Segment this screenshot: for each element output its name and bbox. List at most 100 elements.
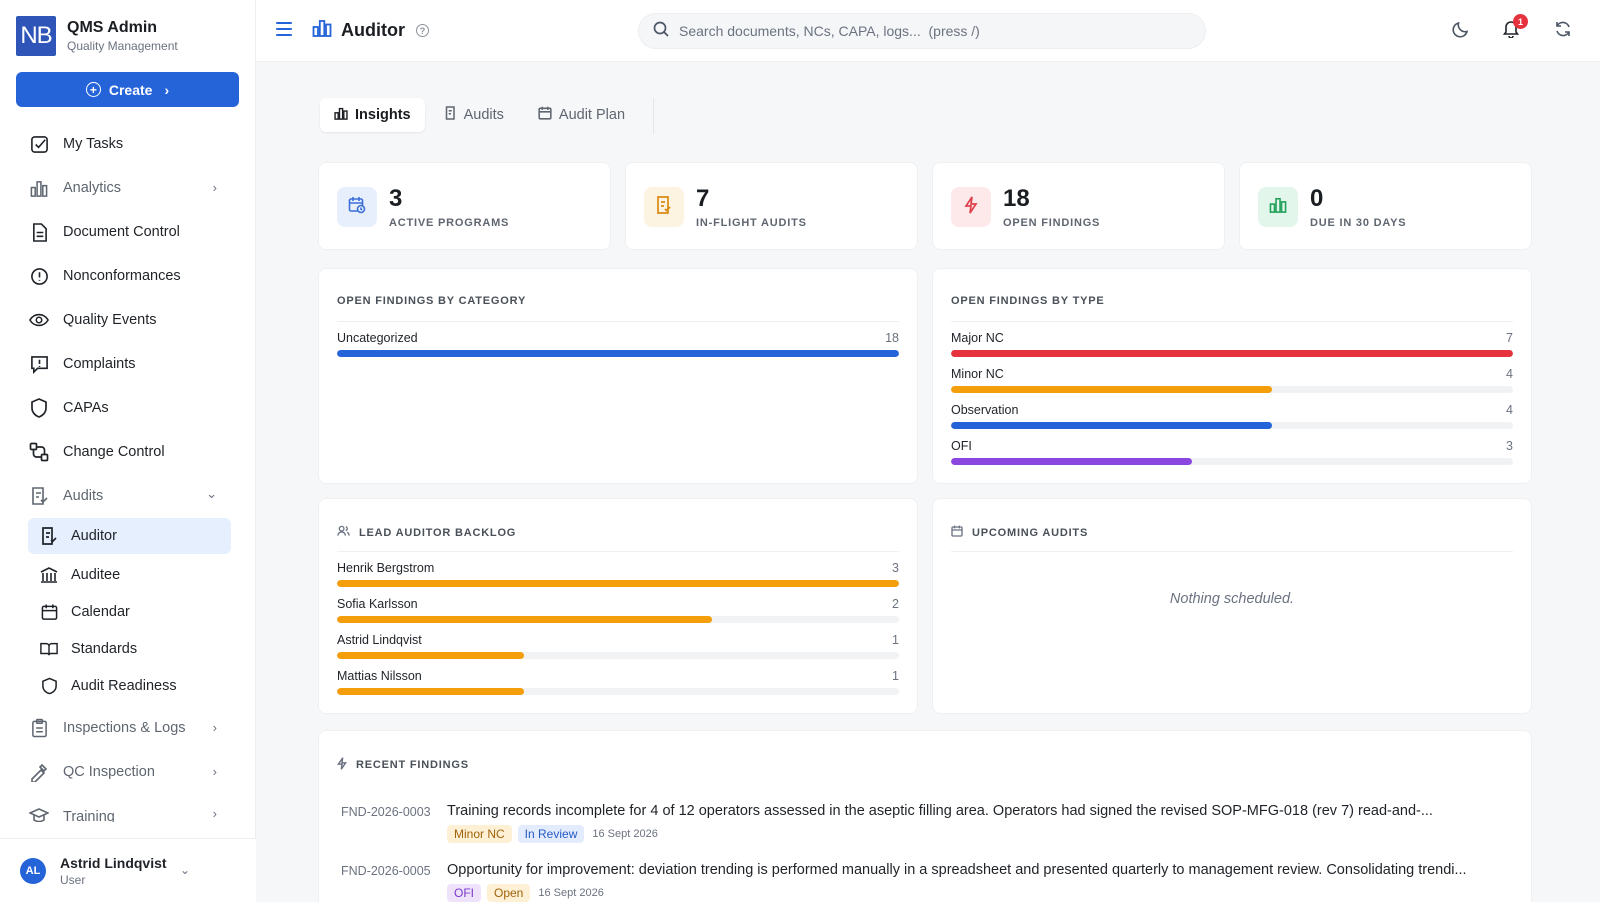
stat-value: 3 [389, 185, 403, 212]
tab-audits[interactable]: Audits [431, 98, 518, 132]
view-tabs: Insights Audits Audit Plan [320, 98, 655, 134]
menu-icon[interactable] [276, 22, 292, 36]
clipboard-check-icon [29, 486, 49, 506]
bar-value: 3 [892, 561, 899, 575]
bar-track [337, 652, 899, 659]
panel-title: UPCOMING AUDITS [972, 526, 1089, 539]
dark-mode-toggle[interactable] [1450, 20, 1472, 42]
sidebar-item-audits[interactable]: Audits ⌄ [16, 474, 239, 518]
sidebar-item-label: Audit Readiness [71, 677, 177, 694]
stat-icon-bg [644, 187, 684, 227]
bar-value: 1 [892, 669, 899, 683]
clipboard-icon [40, 527, 58, 545]
finding-text: Opportunity for improvement: deviation t… [447, 862, 1467, 878]
finding-meta: Minor NC In Review 16 Sept 2026 [447, 825, 658, 843]
finding-meta: OFI Open 16 Sept 2026 [447, 884, 604, 902]
lightning-icon [964, 196, 978, 219]
sidebar-item-auditee[interactable]: Auditee [28, 556, 231, 593]
panel-title-wrap: UPCOMING AUDITS [951, 525, 1088, 540]
panel-title: OPEN FINDINGS BY TYPE [951, 295, 1105, 307]
calendar-icon [538, 106, 552, 124]
tab-insights[interactable]: Insights [320, 98, 425, 132]
eye-icon [29, 310, 49, 330]
sidebar-item-label: QC Inspection [63, 764, 155, 780]
bar-value: 18 [885, 331, 899, 345]
page-heading: Auditor ? [312, 19, 429, 42]
bar-row: OFI 3 [951, 439, 1513, 465]
sidebar-item-complaints[interactable]: Complaints [16, 342, 239, 386]
refresh-button[interactable] [1552, 20, 1574, 42]
audits-submenu: Auditor Auditee Calendar Standards [16, 518, 239, 704]
sidebar-item-qc-inspection[interactable]: QC Inspection › [16, 750, 239, 794]
sidebar-item-label: Auditee [71, 566, 121, 583]
finding-date: 16 Sept 2026 [538, 887, 604, 899]
sidebar-item-capas[interactable]: CAPAs [16, 386, 239, 430]
workflow-icon [29, 442, 49, 462]
sidebar-item-document-control[interactable]: Document Control [16, 210, 239, 254]
panel-title-wrap: LEAD AUDITOR BACKLOG [337, 525, 516, 540]
bar-value: 4 [1506, 367, 1513, 381]
empty-state-message: Nothing scheduled. [1169, 591, 1295, 607]
bar-chart-icon [1269, 197, 1287, 218]
bar-label: Major NC [951, 331, 1004, 345]
bar-row: Mattias Nilsson 1 [337, 669, 899, 695]
sidebar-item-inspections-logs[interactable]: Inspections & Logs › [16, 706, 239, 750]
graduation-cap-icon [29, 806, 49, 822]
bar-label: Astrid Lindqvist [337, 633, 422, 647]
sidebar-item-audit-readiness[interactable]: Audit Readiness [28, 667, 231, 704]
finding-row[interactable]: FND-2026-0005 Opportunity for improvemen… [341, 862, 1509, 902]
sidebar: NB QMS Admin Quality Management + Create… [0, 0, 256, 902]
user-menu[interactable]: AL Astrid Lindqvist User ⌄ [0, 838, 256, 902]
sidebar-item-label: Audits [63, 488, 104, 504]
sidebar-item-label: Training [63, 809, 115, 822]
sidebar-item-standards[interactable]: Standards [28, 630, 231, 667]
avatar: AL [20, 857, 46, 884]
bar-label: Minor NC [951, 367, 1004, 381]
finding-row[interactable]: FND-2026-0003 Training records incomplet… [341, 803, 1509, 855]
sidebar-item-training[interactable]: Training › [16, 794, 239, 822]
stat-value: 0 [1310, 185, 1324, 212]
sidebar-item-auditor[interactable]: Auditor [28, 518, 231, 554]
create-button[interactable]: + Create › [16, 72, 239, 107]
finding-id: FND-2026-0003 [341, 805, 431, 819]
tab-audit-plan[interactable]: Audit Plan [524, 98, 639, 132]
sidebar-item-analytics[interactable]: Analytics › [16, 166, 239, 210]
type-badge: OFI [447, 884, 481, 902]
panel-title: RECENT FINDINGS [356, 759, 469, 771]
bar-chart-icon [312, 19, 332, 42]
calendar-icon [40, 603, 58, 621]
book-open-icon [40, 640, 58, 658]
sidebar-item-label: Quality Events [63, 312, 157, 328]
notifications-button[interactable]: 1 [1500, 14, 1528, 42]
sidebar-item-label: Calendar [71, 603, 130, 620]
calendar-icon [951, 525, 963, 540]
bar-fill [951, 458, 1193, 465]
sidebar-item-label: Nonconformances [63, 268, 181, 284]
sidebar-item-label: My Tasks [63, 136, 124, 152]
bar-fill [951, 422, 1272, 429]
sidebar-item-label: Inspections & Logs [63, 720, 186, 736]
bar-value: 3 [1506, 439, 1513, 453]
stat-card-open-findings: 18 OPEN FINDINGS [932, 162, 1225, 250]
bar-track [337, 350, 899, 357]
sidebar-item-nonconformances[interactable]: Nonconformances [16, 254, 239, 298]
help-icon[interactable]: ? [415, 24, 429, 37]
panel-lead-auditor-backlog: LEAD AUDITOR BACKLOG Henrik Bergstrom 3 … [318, 498, 918, 714]
chevron-down-icon: ⌄ [180, 863, 191, 877]
divider [337, 321, 899, 322]
sidebar-item-calendar[interactable]: Calendar [28, 593, 231, 630]
stat-icon-bg [337, 187, 377, 227]
bar-fill [337, 580, 899, 587]
brand: NB QMS Admin Quality Management [16, 16, 178, 56]
sidebar-item-quality-events[interactable]: Quality Events [16, 298, 239, 342]
bar-fill [951, 350, 1513, 357]
bar-label: Observation [951, 403, 1019, 417]
pipette-icon [29, 762, 49, 782]
stat-card-active-programs: 3 ACTIVE PROGRAMS [318, 162, 611, 250]
sidebar-item-my-tasks[interactable]: My Tasks [16, 122, 239, 166]
search-input[interactable] [679, 23, 1179, 39]
panel-title: LEAD AUDITOR BACKLOG [359, 526, 517, 539]
sidebar-item-change-control[interactable]: Change Control [16, 430, 239, 474]
tab-label: Insights [355, 107, 411, 123]
chevron-right-icon: › [212, 720, 217, 735]
